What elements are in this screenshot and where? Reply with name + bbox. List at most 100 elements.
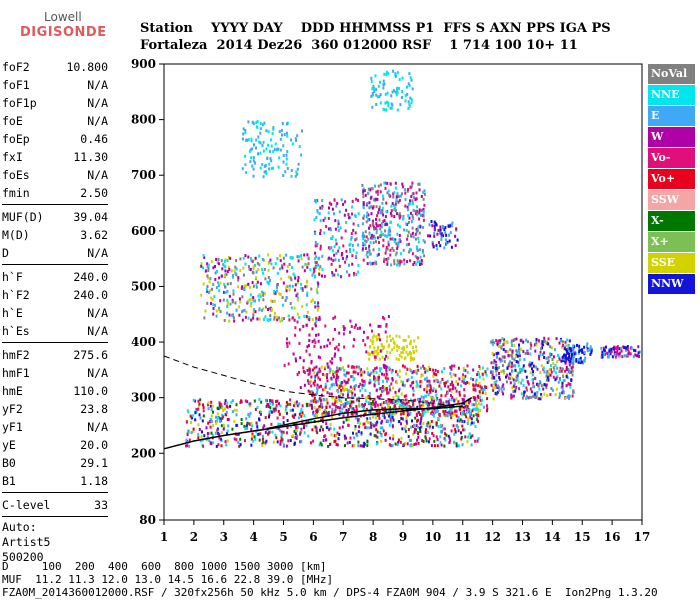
echo-point [343, 405, 346, 409]
echo-point [385, 372, 388, 376]
echo-point [218, 306, 221, 310]
echo-point [382, 389, 385, 393]
echo-point [402, 399, 405, 403]
echo-point [501, 390, 504, 394]
echo-point [366, 439, 369, 443]
echo-point [419, 263, 421, 266]
echo-point [262, 426, 265, 430]
echo-point [485, 386, 488, 389]
echo-point [286, 285, 289, 288]
echo-point [298, 371, 301, 374]
echo-point [243, 424, 246, 428]
echo-point [223, 319, 226, 322]
echo-point [570, 349, 573, 353]
echo-point [319, 378, 321, 382]
echo-point [306, 279, 309, 283]
echo-point [361, 183, 364, 187]
echo-point [395, 370, 397, 374]
echo-point [375, 93, 378, 97]
echo-point [354, 427, 357, 431]
echo-point [311, 340, 314, 344]
echo-point [392, 69, 395, 73]
echo-point [242, 273, 245, 277]
echo-point [418, 182, 421, 186]
echo-point [300, 439, 303, 443]
x-tick-label: 15 [574, 530, 591, 544]
echo-point [463, 381, 466, 385]
echo-point [436, 232, 439, 236]
echo-point [267, 318, 270, 322]
echo-point [231, 273, 234, 277]
echo-point [387, 104, 390, 108]
echo-point [255, 421, 258, 425]
echo-point [409, 411, 412, 415]
echo-point [296, 426, 299, 429]
echo-point [372, 400, 374, 404]
echo-point [262, 293, 265, 297]
echo-point [511, 352, 514, 356]
echo-point [540, 384, 543, 388]
echo-point [376, 414, 379, 418]
echo-point [285, 162, 288, 166]
echo-point [278, 316, 281, 320]
echo-point [316, 388, 319, 392]
echo-point [394, 74, 397, 78]
param-key: yF1 [2, 420, 23, 434]
echo-point [408, 216, 411, 220]
echo-point [338, 246, 341, 250]
echo-point [404, 94, 407, 98]
param-row: foF1p N/A [2, 94, 108, 112]
echo-point [408, 405, 411, 409]
echo-point [280, 128, 283, 132]
echo-point [333, 253, 336, 257]
echo-point [202, 282, 205, 286]
echo-point [352, 248, 355, 252]
echo-point [409, 342, 412, 346]
echo-point [269, 278, 271, 282]
echo-point [565, 375, 568, 379]
echo-point [383, 385, 386, 389]
echo-point [321, 199, 324, 202]
echo-point [398, 212, 401, 216]
echo-point [273, 290, 275, 293]
echo-point [274, 408, 277, 412]
echo-point [220, 431, 223, 435]
echo-point [244, 399, 247, 403]
echo-point [264, 292, 266, 296]
echo-point [291, 256, 294, 260]
echo-point [272, 440, 275, 444]
echo-point [272, 266, 275, 270]
echo-point [414, 209, 417, 213]
echo-point [382, 233, 385, 236]
echo-point [250, 427, 253, 431]
echo-point [320, 365, 323, 369]
echo-point [254, 437, 257, 441]
param-row: D N/A [2, 244, 108, 262]
echo-point [361, 394, 364, 398]
echo-point [202, 254, 205, 258]
echo-point [411, 406, 414, 410]
echo-point [371, 342, 374, 346]
echo-point [357, 198, 359, 202]
echo-point [371, 423, 374, 426]
echo-point [391, 401, 394, 405]
echo-point [403, 384, 406, 388]
echo-point [384, 229, 387, 233]
echo-point [478, 367, 481, 371]
echo-point [337, 348, 340, 352]
echo-point [398, 238, 401, 242]
echo-point [393, 191, 396, 195]
echo-point [208, 431, 211, 435]
param-row: foF1 N/A [2, 76, 108, 94]
echo-point [374, 416, 377, 420]
echo-point [491, 351, 494, 355]
echo-point [296, 373, 299, 376]
echo-point [267, 261, 270, 265]
echo-point [245, 423, 248, 427]
echo-point [262, 307, 265, 311]
echo-point [428, 382, 431, 386]
echo-point [325, 410, 328, 414]
echo-point [327, 338, 330, 342]
echo-point [326, 362, 329, 366]
echo-point [216, 428, 219, 432]
